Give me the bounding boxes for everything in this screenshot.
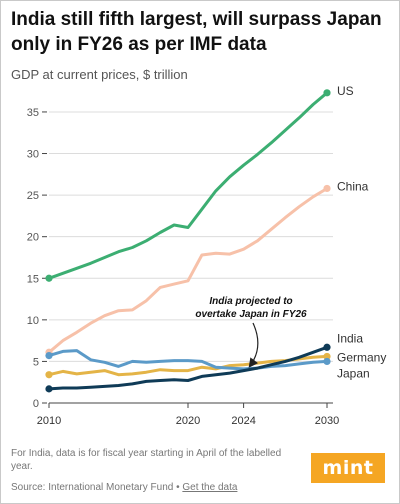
series-label-us: US	[337, 84, 354, 98]
series-label-india: India	[337, 331, 363, 345]
series-line-japan	[47, 349, 329, 371]
series-end-point-india	[323, 343, 331, 351]
x-tick-label: 2020	[176, 415, 200, 427]
series-end-point-china	[323, 184, 331, 193]
y-tick-label: 5	[33, 356, 39, 368]
mint-logo: mint	[311, 453, 385, 483]
chart-subtitle: GDP at current prices, $ trillion	[11, 67, 188, 82]
series-line-india	[47, 345, 329, 391]
chart-title: India still fifth largest, will surpass …	[11, 9, 382, 55]
series-line-china	[47, 187, 329, 354]
y-tick-label: 35	[27, 107, 39, 119]
x-tick-label: 2024	[231, 415, 255, 427]
series-start-point-us	[45, 274, 53, 282]
annotation-line-2: overtake Japan in FY26	[195, 309, 307, 320]
x-tick-label: 2010	[37, 415, 61, 427]
y-tick-label: 20	[27, 232, 39, 244]
source-text: Source: International Monetary Fund •	[11, 482, 183, 493]
line-chart: 0 5 10 15 20 25 30 35 2010 2020 2024 2030 US China Ind…	[27, 84, 387, 427]
get-the-data-link[interactable]: Get the data	[182, 482, 238, 493]
series-end-point-japan	[323, 357, 331, 366]
annotation-line-1: India projected to	[209, 296, 292, 307]
y-tick-label: 10	[27, 315, 39, 327]
series-label-japan: Japan	[337, 366, 370, 380]
source-line: Source: International Monetary Fund • Ge…	[11, 482, 237, 493]
series-end-point-germany	[323, 352, 331, 361]
series-start-point-germany	[45, 371, 53, 379]
y-tick-label: 25	[27, 190, 39, 202]
series-label-germany: Germany	[337, 350, 386, 364]
series-line-germany	[47, 354, 329, 377]
y-tick-label: 15	[27, 273, 39, 285]
footnote: For India, data is for fiscal year start…	[11, 448, 282, 472]
x-tick-label: 2030	[315, 415, 339, 427]
series-start-point-india	[45, 385, 53, 393]
series-end-point-us	[323, 89, 331, 97]
y-tick-label: 30	[27, 149, 39, 161]
series-line-us	[47, 91, 329, 280]
annotation-arrow	[248, 322, 259, 368]
y-tick-label: 0	[33, 398, 39, 410]
series-start-point-japan	[45, 352, 53, 360]
series-label-china: China	[337, 179, 369, 193]
